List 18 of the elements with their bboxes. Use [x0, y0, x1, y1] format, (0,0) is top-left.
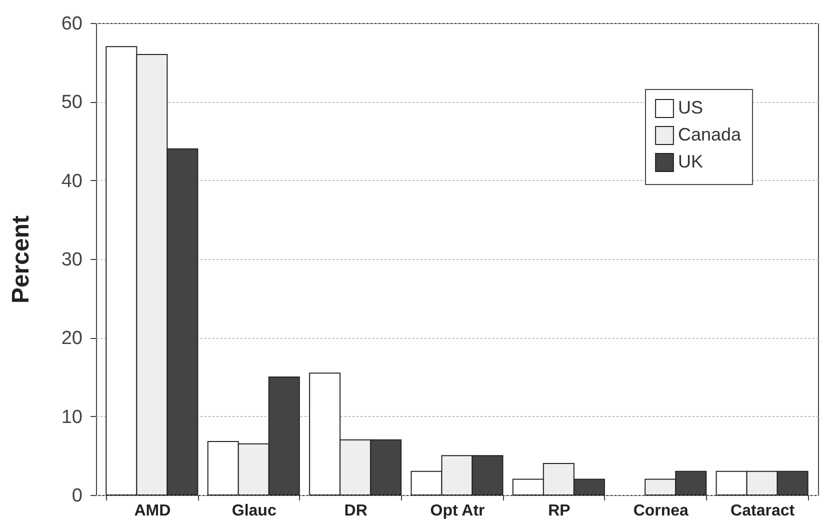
- y-tick-label: 30: [61, 250, 82, 270]
- y-tick-label: 20: [61, 328, 82, 350]
- x-tick-label: Opt Atr: [430, 502, 485, 520]
- y-axis-title: Percent: [7, 215, 34, 304]
- y-tick-label: 10: [61, 406, 82, 428]
- y-tick-label: 50: [61, 92, 82, 114]
- y-tick-label: 60: [61, 14, 82, 34]
- x-tick-label: Glauc: [232, 502, 276, 520]
- y-tick-label: 0: [72, 486, 82, 506]
- y-tick-label: 40: [61, 170, 82, 192]
- legend-label: UK: [678, 152, 704, 172]
- legend-label: Canada: [678, 124, 742, 144]
- x-tick-label: DR: [344, 502, 368, 520]
- x-tick-label: Cornea: [633, 502, 689, 520]
- legend-label: US: [678, 98, 704, 118]
- x-tick-label: Cataract: [730, 502, 796, 520]
- x-tick-label: RP: [548, 502, 571, 520]
- x-tick-label: AMD: [134, 502, 171, 520]
